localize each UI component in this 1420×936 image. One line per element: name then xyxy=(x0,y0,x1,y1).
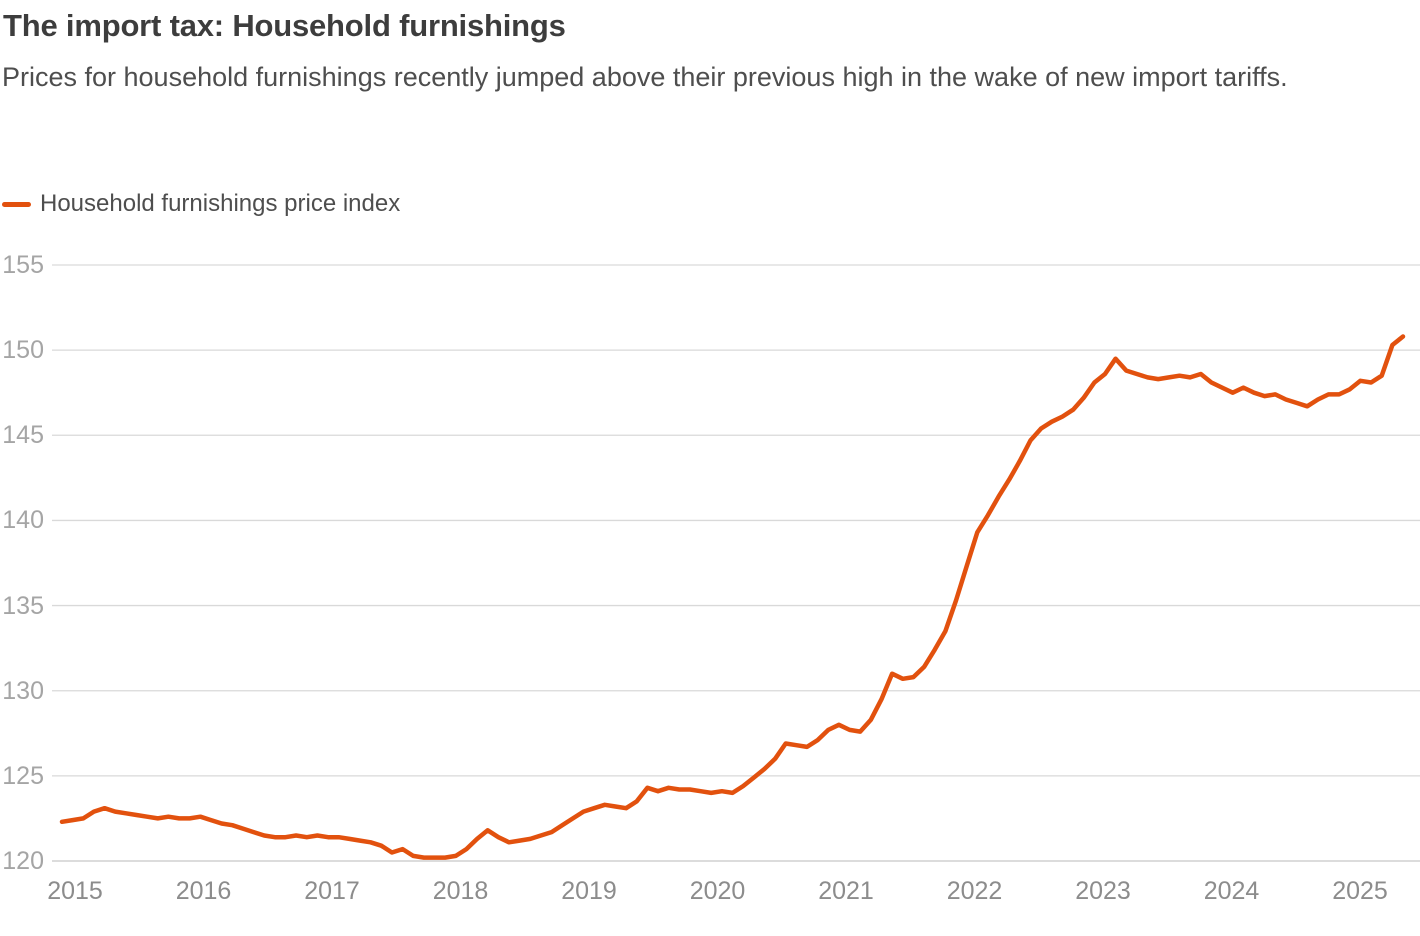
x-axis-tick-label: 2023 xyxy=(1075,877,1131,905)
y-axis-tick-label: 130 xyxy=(2,676,44,705)
x-axis-tick-label: 2016 xyxy=(175,877,232,905)
legend: Household furnishings price index xyxy=(2,190,401,217)
y-axis-tick-label: 140 xyxy=(2,506,44,535)
x-axis-tick-label: 2020 xyxy=(689,877,746,905)
x-axis-tick-label: 2022 xyxy=(946,877,1003,905)
x-axis-tick-label: 2019 xyxy=(561,877,617,905)
x-axis-tick-label: 2015 xyxy=(47,877,103,905)
x-axis-tick-label: 2021 xyxy=(818,877,874,905)
y-axis-tick-label: 135 xyxy=(2,591,44,620)
x-axis-tick-label: 2018 xyxy=(432,877,489,905)
chart-title: The import tax: Household furnishings xyxy=(3,8,566,43)
price-index-line xyxy=(59,334,1406,860)
x-axis-tick-label: 2017 xyxy=(304,877,360,905)
y-axis-tick-label: 155 xyxy=(2,251,44,279)
legend-line-swatch xyxy=(2,201,31,207)
chart-subtitle: Prices for household furnishings recentl… xyxy=(2,62,1288,92)
y-axis-tick-label: 145 xyxy=(2,421,44,450)
y-axis-tick-label: 150 xyxy=(2,336,44,365)
x-axis-tick-label: 2024 xyxy=(1203,877,1260,905)
legend-label: Household furnishings price index xyxy=(40,190,401,217)
x-axis-tick-label: 2025 xyxy=(1332,877,1388,905)
y-axis-tick-label: 120 xyxy=(2,847,44,875)
y-axis-tick-label: 125 xyxy=(2,761,44,790)
